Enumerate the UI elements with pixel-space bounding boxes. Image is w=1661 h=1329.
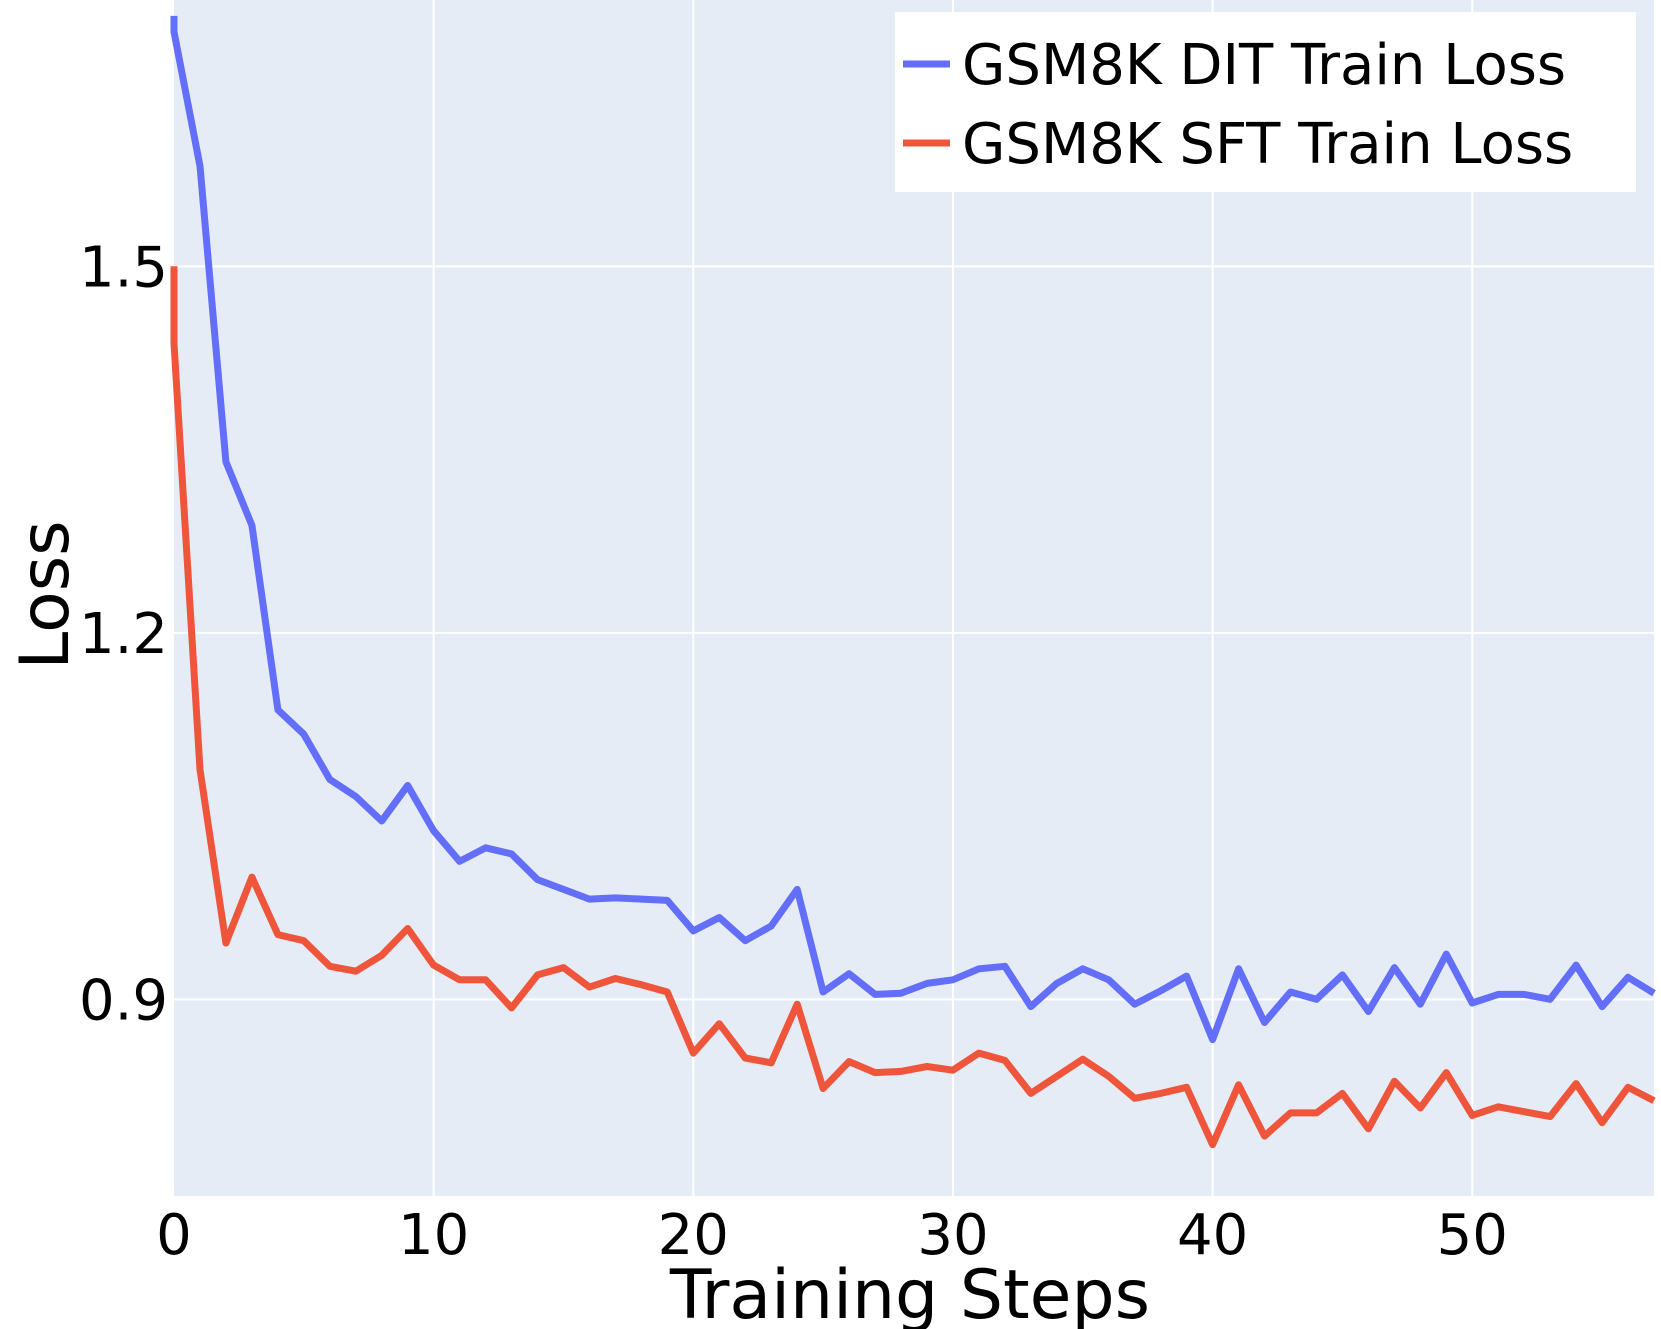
x-tick-label: 50 (1437, 1203, 1508, 1268)
y-tick-label: 0.9 (79, 968, 168, 1033)
x-tick-label: 20 (658, 1203, 729, 1268)
y-axis-ticks: 0.9 1.2 1.5 (79, 235, 168, 1033)
legend: GSM8K DIT Train Loss GSM8K SFT Train Los… (895, 12, 1636, 192)
y-tick-label: 1.2 (79, 602, 168, 667)
plot-background (174, 0, 1654, 1196)
x-axis-title: Training Steps (669, 1256, 1150, 1329)
x-tick-label: 40 (1177, 1203, 1248, 1268)
legend-box (895, 12, 1636, 192)
x-axis-ticks: 0 10 20 30 40 50 (156, 1203, 1508, 1268)
y-tick-label: 1.5 (79, 235, 168, 300)
series-line-sft (170, 266, 1656, 1149)
gridlines (174, 0, 1654, 1196)
legend-label-dit: GSM8K DIT Train Loss (962, 33, 1566, 98)
x-tick-label: 10 (398, 1203, 469, 1268)
series-lines (170, 15, 1656, 1149)
x-tick-label: 0 (156, 1203, 192, 1268)
series-line-dit (170, 15, 1656, 1044)
legend-label-sft: GSM8K SFT Train Loss (962, 112, 1573, 177)
x-tick-label: 30 (917, 1203, 988, 1268)
y-axis-title: Loss (6, 520, 85, 669)
